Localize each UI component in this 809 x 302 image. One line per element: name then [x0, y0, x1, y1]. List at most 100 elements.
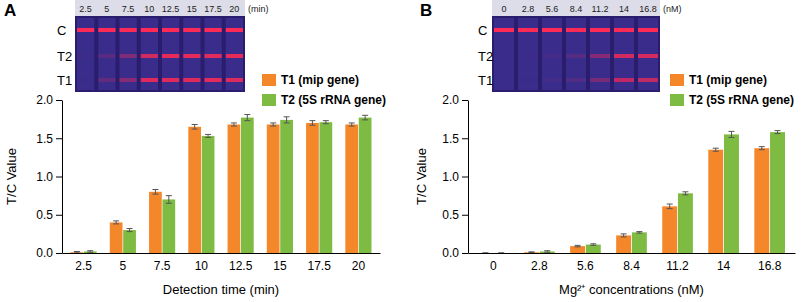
tick-label: 1.5	[36, 132, 53, 146]
y-tick: 1.0	[442, 170, 468, 184]
y-tick: 0.0	[36, 246, 62, 260]
error-cap	[636, 233, 642, 234]
band-label: T1	[57, 73, 72, 88]
strip-lane	[494, 18, 514, 90]
x-tick: 20	[352, 259, 366, 273]
test-band	[590, 54, 610, 58]
error-cap	[759, 149, 765, 150]
strip-inset: 02.85.68.411.21416.8(nM)CT2T1	[478, 0, 682, 92]
test-band	[590, 78, 610, 82]
error-bar	[759, 147, 765, 150]
lane-label: 2.8	[522, 4, 535, 14]
x-tick: 16.8	[758, 259, 782, 273]
bar	[678, 193, 693, 253]
test-band	[120, 54, 137, 58]
error-bar	[309, 121, 315, 126]
y-axis: 0.00.51.01.52.0	[442, 93, 468, 260]
legend-swatch	[670, 94, 684, 106]
strip-lane	[205, 18, 222, 90]
strip-lane	[590, 18, 610, 90]
x-tick: 10	[195, 259, 209, 273]
x-axis: 2.557.51012.51517.520	[63, 254, 381, 273]
strip-lane	[226, 18, 243, 90]
test-band	[183, 78, 200, 82]
legend-label: T2 (5S rRNA gene)	[281, 93, 386, 107]
y-tick: 1.0	[36, 170, 62, 184]
error-bar	[362, 115, 368, 120]
band-label: T2	[57, 49, 72, 64]
error-line	[669, 204, 670, 209]
bar	[724, 134, 739, 253]
control-band	[205, 28, 222, 32]
legend: T1 (mip gene)T2 (5S rRNA gene)	[670, 73, 794, 107]
lane-label: 14	[619, 4, 629, 14]
tick-mark	[462, 177, 468, 178]
legend-swatch	[670, 74, 684, 86]
tick-label: 0.0	[36, 246, 53, 260]
test-band	[638, 54, 658, 58]
tick-mark	[56, 138, 62, 139]
bar	[570, 246, 585, 253]
axis-line	[469, 253, 796, 254]
error-cap	[323, 120, 329, 121]
band-label: C	[57, 23, 66, 38]
error-bar	[152, 190, 158, 195]
bar	[280, 120, 293, 253]
error-cap	[590, 245, 596, 246]
chart-canvas: 0.00.51.01.52.02.557.51012.51517.520Dete…	[0, 0, 809, 302]
x-tick: 0	[490, 259, 497, 273]
error-cap	[728, 137, 734, 138]
tick-label: 0.5	[36, 208, 53, 222]
error-bar	[713, 148, 719, 151]
x-tick: 2.8	[531, 259, 548, 273]
unit-label: (min)	[248, 4, 269, 14]
error-cap	[759, 146, 765, 147]
error-cap	[152, 189, 158, 190]
tick-label: 0.0	[442, 246, 459, 260]
band-label: C	[478, 23, 487, 38]
control-band	[120, 28, 137, 32]
tick-mark	[56, 215, 62, 216]
bar	[359, 118, 372, 253]
error-bar	[498, 253, 504, 254]
strip-inset: 2.557.51012.51517.520(min)CT2T1	[57, 0, 269, 92]
test-band	[141, 78, 158, 82]
error-cap	[544, 250, 550, 251]
tick-label: 2.5	[75, 259, 92, 273]
error-cap	[713, 151, 719, 152]
y-axis-title: T/C Value	[4, 148, 19, 205]
error-cap	[775, 133, 781, 134]
error-cap	[166, 203, 172, 204]
tick-label: 1.0	[36, 170, 53, 184]
error-cap	[87, 250, 93, 251]
lane-label: 20	[229, 4, 239, 14]
error-cap	[309, 125, 315, 126]
tick-label: 2.0	[442, 93, 459, 107]
error-line	[312, 121, 313, 126]
tick-label: 14	[717, 259, 731, 273]
tick-label: 5	[120, 259, 127, 273]
error-bar	[270, 123, 276, 126]
legend: T1 (mip gene)T2 (5S rRNA gene)	[262, 73, 386, 107]
tick-label: 0	[490, 259, 497, 273]
control-band	[494, 28, 514, 32]
error-bar	[544, 251, 550, 253]
bar	[662, 206, 677, 253]
error-bar	[482, 253, 488, 254]
error-bar	[192, 124, 198, 129]
control-band	[162, 28, 179, 32]
tick-label: 1.5	[442, 132, 459, 146]
error-cap	[284, 122, 290, 123]
series	[84, 115, 372, 253]
tick-label: 15	[273, 259, 287, 273]
panel-label: B	[420, 1, 432, 20]
x-axis-title: Mg²⁺ concentrations (nM)	[559, 282, 704, 297]
y-tick: 2.0	[442, 93, 468, 107]
tick-label: 11.2	[666, 259, 689, 273]
strip-lane	[120, 18, 137, 90]
test-band	[518, 78, 538, 82]
strip-lane	[542, 18, 562, 90]
error-line	[194, 124, 195, 129]
error-cap	[349, 122, 355, 123]
tick-label: 1.0	[442, 170, 459, 184]
